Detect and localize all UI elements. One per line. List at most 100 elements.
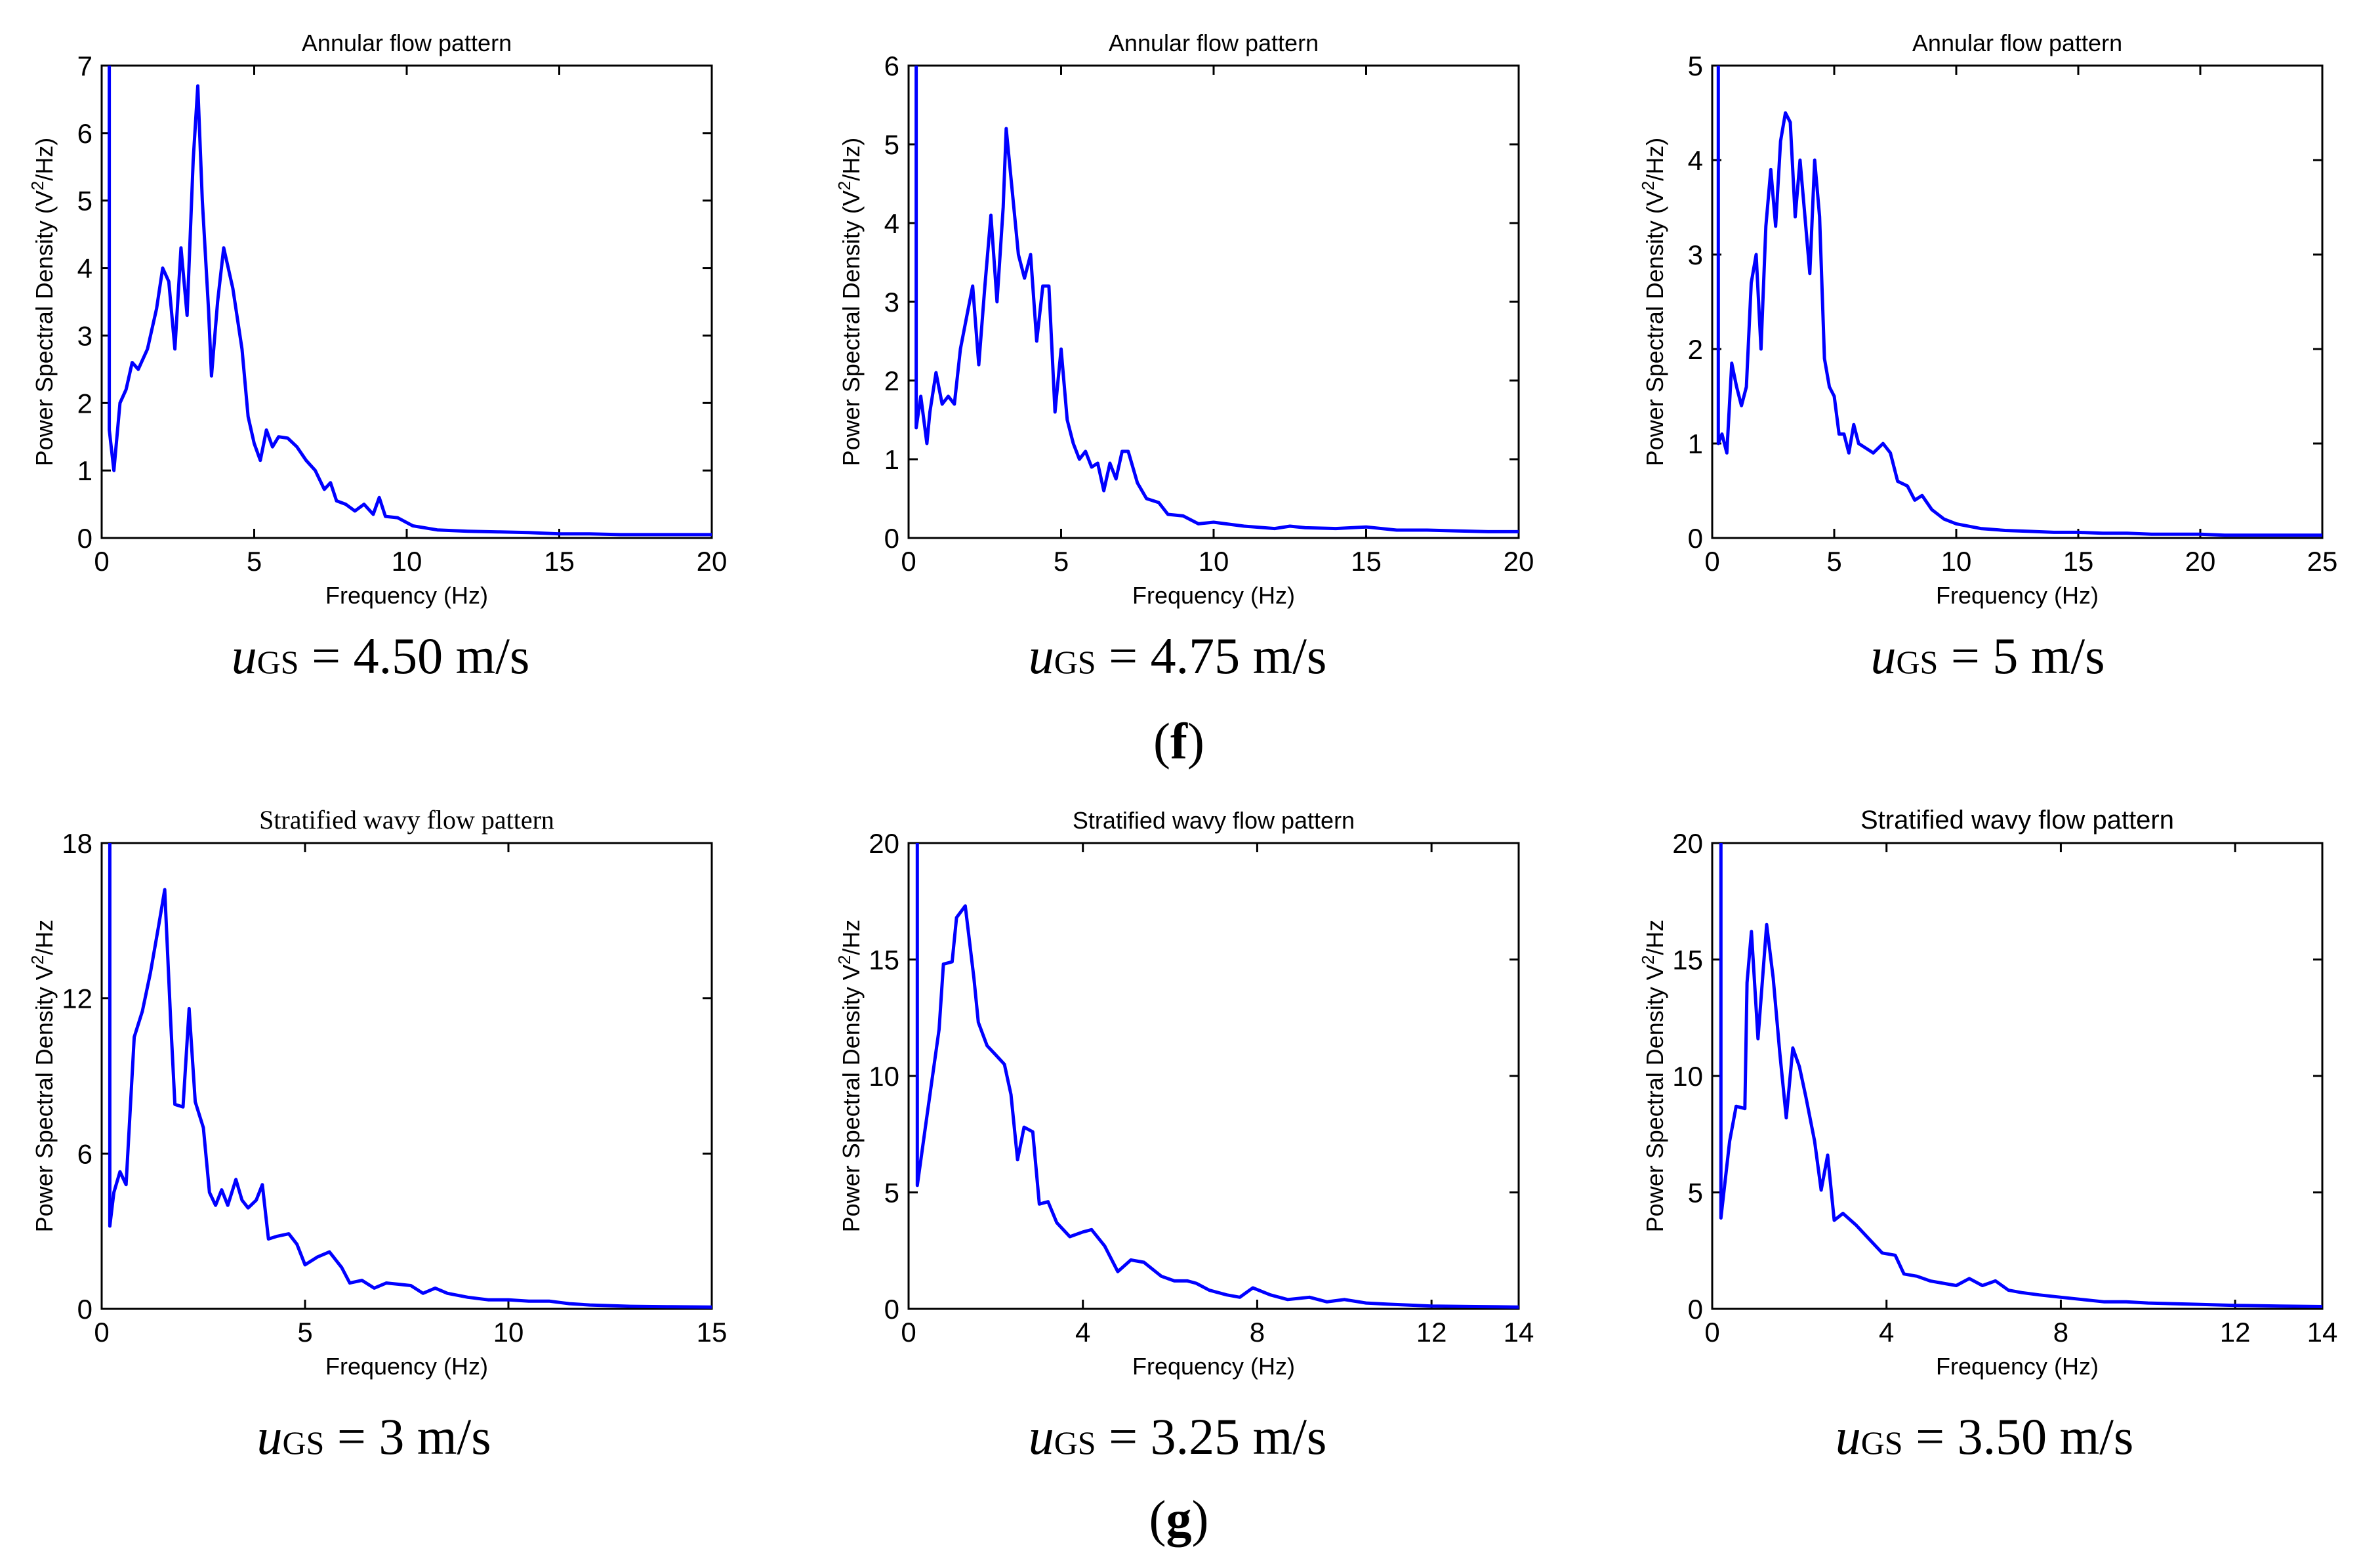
chart-title: Annular flow pattern (1109, 30, 1319, 56)
caption-g1: uGS = 3 m/s (257, 1408, 491, 1465)
x-tick-label: 20 (697, 546, 728, 577)
y-tick-label: 4 (884, 208, 899, 239)
chart-title: Stratified wavy flow pattern (1860, 806, 2174, 835)
psd-series-line (108, 843, 712, 1309)
caption-f1: uGS = 4.50 m/s (231, 627, 530, 684)
chart-title: Stratified wavy flow pattern (259, 805, 554, 835)
y-axis-label: Power Spectral Density (V2/Hz) (834, 138, 865, 466)
x-tick-label: 20 (2185, 546, 2216, 577)
x-tick-label: 5 (297, 1317, 312, 1348)
x-tick-label: 12 (1416, 1317, 1447, 1348)
x-tick-label: 0 (901, 1317, 916, 1348)
x-axis-label: Frequency (Hz) (1132, 1353, 1295, 1380)
x-tick-label: 15 (697, 1317, 728, 1348)
y-tick-label: 4 (77, 253, 92, 284)
y-tick-label: 5 (77, 186, 92, 217)
chart-3: Annular flow pattern 0 5 10 15 20 25 0 1 2 3 4 5 Freq… (1638, 30, 2337, 609)
y-tick-label: 0 (1688, 523, 1703, 554)
x-tick-label: 10 (1941, 546, 1972, 577)
y-tick-label: 6 (77, 118, 92, 149)
panel-label-g: (g) (1149, 1490, 1209, 1547)
chart-1: Annular flow pattern 0 5 10 15 20 0 1 2 3 4 5 6 7 Freq… (28, 30, 727, 609)
x-axis-label: Frequency (Hz) (325, 582, 488, 609)
chart-6: Stratified wavy flow pattern 0 4 8 12 14 0 5 10 1… (1638, 806, 2337, 1380)
x-tick-label: 14 (1504, 1317, 1534, 1348)
chart-4: Stratified wavy flow pattern 0 5 10 15 0 6 12 18… (28, 805, 727, 1380)
chart-title: Annular flow pattern (302, 30, 512, 56)
y-tick-label: 20 (1672, 828, 1703, 859)
x-tick-label: 10 (392, 546, 422, 577)
y-tick-label: 6 (884, 51, 899, 81)
psd-series-line (1719, 843, 2323, 1308)
x-tick-label: 4 (1879, 1317, 1894, 1348)
plot-frame (1711, 64, 2324, 539)
caption-g2: uGS = 3.25 m/s (1028, 1408, 1327, 1465)
x-tick-label: 4 (1075, 1317, 1090, 1348)
psd-series-line (1716, 66, 2322, 537)
panel-label-f: (f) (1153, 712, 1204, 770)
x-tick-label: 20 (1504, 546, 1534, 577)
plot-frame (100, 842, 713, 1310)
x-tick-label: 14 (2307, 1317, 2338, 1348)
x-tick-label: 0 (1704, 1317, 1719, 1348)
y-tick-label: 15 (1672, 945, 1703, 976)
plot-frame (100, 64, 713, 539)
y-tick-label: 5 (884, 129, 899, 160)
x-tick-label: 5 (1054, 546, 1069, 577)
y-tick-label: 0 (77, 523, 92, 554)
x-tick-label: 0 (94, 546, 109, 577)
y-tick-label: 0 (1688, 1294, 1703, 1325)
y-tick-label: 12 (62, 983, 92, 1014)
x-axis-label: Frequency (Hz) (1132, 582, 1295, 609)
y-axis-label: Power Spectral Density V2/Hz (1638, 920, 1668, 1233)
y-tick-label: 1 (884, 444, 899, 475)
chart-title: Annular flow pattern (1912, 30, 2122, 56)
x-tick-label: 8 (1250, 1317, 1265, 1348)
y-tick-label: 1 (1688, 428, 1703, 459)
psd-series-line (914, 66, 1519, 533)
y-tick-label: 0 (77, 1294, 92, 1325)
y-axis-label: Power Spectral Density (V2/Hz) (28, 138, 58, 466)
chart-title: Stratified wavy flow pattern (1073, 807, 1355, 834)
y-tick-label: 3 (77, 320, 92, 351)
y-tick-label: 0 (884, 523, 899, 554)
caption-f2: uGS = 4.75 m/s (1028, 627, 1327, 684)
plot-frame (907, 842, 1520, 1310)
caption-g3: uGS = 3.50 m/s (1835, 1408, 2134, 1465)
x-tick-label: 10 (1199, 546, 1229, 577)
y-axis-label: Power Spectral Density V2/Hz (834, 920, 865, 1233)
y-tick-label: 1 (77, 455, 92, 486)
y-tick-label: 2 (77, 388, 92, 419)
y-tick-label: 5 (1688, 51, 1703, 81)
y-tick-label: 15 (869, 945, 899, 976)
y-tick-label: 20 (869, 828, 899, 859)
y-tick-label: 3 (1688, 239, 1703, 270)
psd-series-line (915, 843, 1519, 1309)
y-tick-label: 10 (869, 1061, 899, 1092)
y-tick-label: 2 (884, 365, 899, 396)
x-tick-label: 8 (2053, 1317, 2068, 1348)
x-axis-label: Frequency (Hz) (1936, 1353, 2099, 1380)
y-tick-label: 18 (62, 828, 92, 859)
x-tick-label: 15 (2063, 546, 2094, 577)
y-tick-label: 5 (884, 1178, 899, 1208)
x-tick-label: 0 (901, 546, 916, 577)
caption-f3: uGS = 5 m/s (1870, 627, 2105, 684)
x-tick-label: 5 (247, 546, 262, 577)
x-axis-label: Frequency (Hz) (1936, 582, 2099, 609)
psd-series-line (108, 66, 712, 537)
y-tick-label: 4 (1688, 145, 1703, 176)
x-tick-label: 0 (1704, 546, 1719, 577)
y-tick-label: 2 (1688, 334, 1703, 365)
y-tick-label: 7 (77, 51, 92, 81)
x-tick-label: 15 (544, 546, 575, 577)
chart-5: Stratified wavy flow pattern 0 4 8 12 14 0 5 10 1… (834, 807, 1534, 1380)
y-tick-label: 3 (884, 287, 899, 318)
plot-frame (1711, 842, 2324, 1310)
x-tick-label: 5 (1826, 546, 1841, 577)
x-tick-label: 0 (94, 1317, 109, 1348)
x-tick-label: 15 (1351, 546, 1382, 577)
y-axis-label: Power Spectral Density (V2/Hz) (1638, 138, 1668, 466)
x-tick-label: 25 (2307, 546, 2338, 577)
